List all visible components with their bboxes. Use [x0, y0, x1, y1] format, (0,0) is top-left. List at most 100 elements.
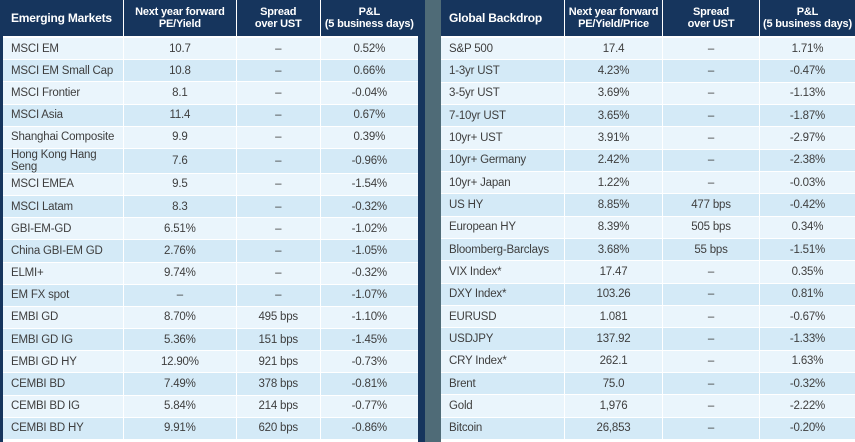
spread-cell: – — [235, 262, 320, 284]
instrument-label: CEMBI BD IG — [11, 400, 80, 413]
spread-cell: 55 bps — [662, 238, 759, 261]
pl-cell: -0.67% — [758, 305, 855, 328]
pl-cell: -0.96% — [319, 148, 418, 173]
instrument-label: EMBI GD — [11, 311, 59, 324]
instrument-label: MSCI Frontier — [11, 86, 80, 99]
value-cell: 1.081 — [563, 305, 662, 328]
pl-cell: 0.34% — [758, 216, 855, 238]
spread-cell: – — [662, 305, 759, 328]
pl-cell: -1.54% — [319, 173, 418, 196]
instrument-label: ELMI+ — [11, 267, 44, 280]
instrument-label: CEMBI BD — [11, 377, 65, 390]
table-row: European HY 8.39% 505 bps 0.34% — [441, 216, 855, 238]
value-cell: 3.65% — [563, 104, 662, 127]
instrument-label: MSCI Asia — [11, 109, 63, 122]
table-row: EMBI GD 8.70% 495 bps -1.10% — [3, 306, 418, 329]
spread-cell: – — [235, 218, 320, 240]
value-cell: 2.42% — [563, 149, 662, 171]
column-header-spread: Spread over UST — [662, 0, 759, 36]
pl-cell: -1.02% — [319, 218, 418, 240]
column-header-spread: Spread over UST — [235, 0, 320, 36]
value-cell: 6.51% — [122, 218, 236, 240]
instrument-label: EM FX spot — [11, 289, 70, 302]
table-row: 10yr+ Japan 1.22% – -0.03% — [441, 171, 855, 194]
spread-cell: 477 bps — [662, 194, 759, 216]
pl-cell: 1.71% — [758, 38, 855, 60]
spread-cell: – — [235, 148, 320, 173]
spread-cell: – — [662, 372, 759, 395]
pl-cell: -1.51% — [758, 238, 855, 261]
pl-cell: 0.66% — [319, 60, 418, 82]
spread-cell: – — [662, 82, 759, 104]
table-header-row: Global Backdrop Next year forward PE/Yie… — [441, 0, 855, 36]
value-cell: 8.3 — [122, 196, 236, 218]
instrument-label: 10yr+ Germany — [449, 154, 526, 167]
pl-cell: -0.42% — [758, 194, 855, 216]
value-cell: 12.90% — [122, 351, 236, 373]
instrument-label: Hong Kong Hang Seng — [11, 148, 97, 173]
pl-cell: -0.73% — [319, 351, 418, 373]
instrument-label: China GBI-EM GD — [11, 244, 103, 257]
table-row: MSCI Latam 8.3– -0.32% — [3, 196, 418, 218]
table-row: 3-5yr UST 3.69% – -1.13% — [441, 82, 855, 104]
spread-cell: – — [662, 104, 759, 127]
value-cell: 9.91% — [122, 417, 236, 439]
value-cell: 7.49% — [122, 373, 236, 395]
instrument-label: Shanghai Composite — [11, 131, 115, 144]
spread-cell: – — [235, 240, 320, 262]
table-row: Gold 1,976– -2.22% — [441, 395, 855, 417]
table-row: 1-3yr UST 4.23% – -0.47% — [441, 60, 855, 82]
pl-cell: -1.07% — [319, 284, 418, 306]
spread-cell: 214 bps — [235, 395, 320, 417]
spread-cell: – — [662, 171, 759, 194]
instrument-label: Bloomberg-Barclays — [449, 243, 549, 256]
table-row: CEMBI BD 7.49% 378 bps -0.81% — [3, 373, 418, 395]
value-cell: 8.39% — [563, 216, 662, 238]
pl-cell: 0.81% — [758, 283, 855, 305]
value-cell: 262.1 — [563, 350, 662, 372]
value-cell: 7.6 — [122, 148, 236, 173]
spread-cell: – — [235, 82, 320, 104]
value-cell: 8.70% — [122, 306, 236, 329]
instrument-label: EMBI GD IG — [11, 333, 73, 346]
spread-cell: – — [662, 395, 759, 417]
instrument-label: VIX Index* — [449, 265, 502, 278]
value-cell: 1,976 — [563, 395, 662, 417]
pl-cell: 0.52% — [319, 38, 418, 60]
table-body: MSCI EM 10.7–0.52% MSCI EM Small Cap 10.8–0… — [3, 36, 418, 442]
global-backdrop-table: Global Backdrop Next year forward PE/Yie… — [441, 0, 855, 442]
table-row: 10yr+ UST 3.91% – -2.97% — [441, 127, 855, 149]
instrument-label: MSCI Latam — [11, 200, 73, 213]
spread-cell: – — [235, 196, 320, 218]
instrument-label: Brent — [449, 377, 476, 390]
table-row: Bloomberg-Barclays 3.68% 55 bps -1.51% — [441, 238, 855, 261]
pl-cell: -1.33% — [758, 328, 855, 350]
pl-cell: -2.22% — [758, 395, 855, 417]
instrument-label: 1-3yr UST — [449, 64, 500, 77]
column-header-pl: P&L (5 business days) — [319, 0, 418, 36]
pl-cell: -0.86% — [319, 417, 418, 439]
spread-cell: – — [662, 328, 759, 350]
table-row: US HY 8.85% 477 bps -0.42% — [441, 194, 855, 216]
table-body: S&P 500 17.4–1.71% 1-3yr UST 4.23% – -0.47% 3-… — [441, 36, 855, 442]
spread-cell: – — [662, 350, 759, 372]
value-cell: 11.4 — [122, 104, 236, 126]
value-cell: 3.91% — [563, 127, 662, 149]
spread-cell: – — [235, 38, 320, 60]
instrument-label: 7-10yr UST — [449, 109, 506, 122]
value-cell: 103.26 — [563, 283, 662, 305]
pl-cell: 0.35% — [758, 261, 855, 283]
instrument-label: EURUSD — [449, 310, 497, 323]
spread-cell: – — [662, 149, 759, 171]
table-row: CEMBI BD IG 5.84% 214 bps -0.77% — [3, 395, 418, 417]
value-cell: – — [122, 284, 236, 306]
table-row: MSCI EM 10.7–0.52% — [3, 38, 418, 60]
spread-cell: 505 bps — [662, 216, 759, 238]
instrument-label: US HY — [449, 198, 484, 211]
instrument-label: 10yr+ UST — [449, 131, 503, 144]
spread-cell: 151 bps — [235, 329, 320, 351]
instrument-label: MSCI EM — [11, 42, 59, 55]
spread-cell: – — [662, 60, 759, 82]
table-row: GBI-EM-GD 6.51% – -1.02% — [3, 218, 418, 240]
pl-cell: -0.81% — [319, 373, 418, 395]
